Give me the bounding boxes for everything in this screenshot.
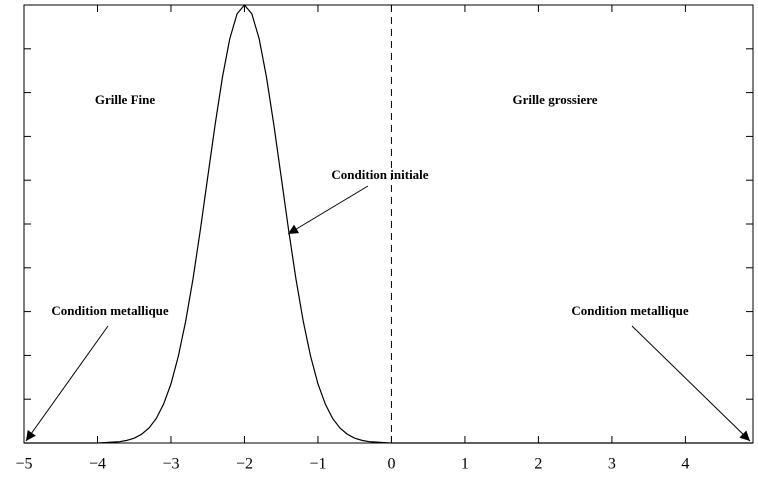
x-tick-label: 0 xyxy=(387,456,395,473)
annotation: Condition metallique xyxy=(51,303,169,318)
annotation: Grille Fine xyxy=(95,92,156,107)
annotation-arrow xyxy=(631,325,751,442)
x-tick-label: −5 xyxy=(15,456,32,473)
x-tick-label: −4 xyxy=(89,456,106,473)
x-tick-label: 3 xyxy=(608,456,616,473)
annotation-arrow xyxy=(25,325,109,442)
x-tick-label: −2 xyxy=(236,456,253,473)
x-tick-label: −3 xyxy=(162,456,179,473)
plot-frame xyxy=(23,4,754,444)
x-tick-label: −1 xyxy=(309,456,326,473)
x-tick-label: 1 xyxy=(461,456,469,473)
data-line xyxy=(24,4,753,444)
annotation-arrow xyxy=(287,185,369,235)
x-tick-label: 2 xyxy=(534,456,542,473)
x-tick-label: 4 xyxy=(681,456,689,473)
annotation: Condition metallique xyxy=(571,303,689,318)
annotation: Grille grossiere xyxy=(512,92,597,107)
annotation: Condition initiale xyxy=(331,167,428,182)
